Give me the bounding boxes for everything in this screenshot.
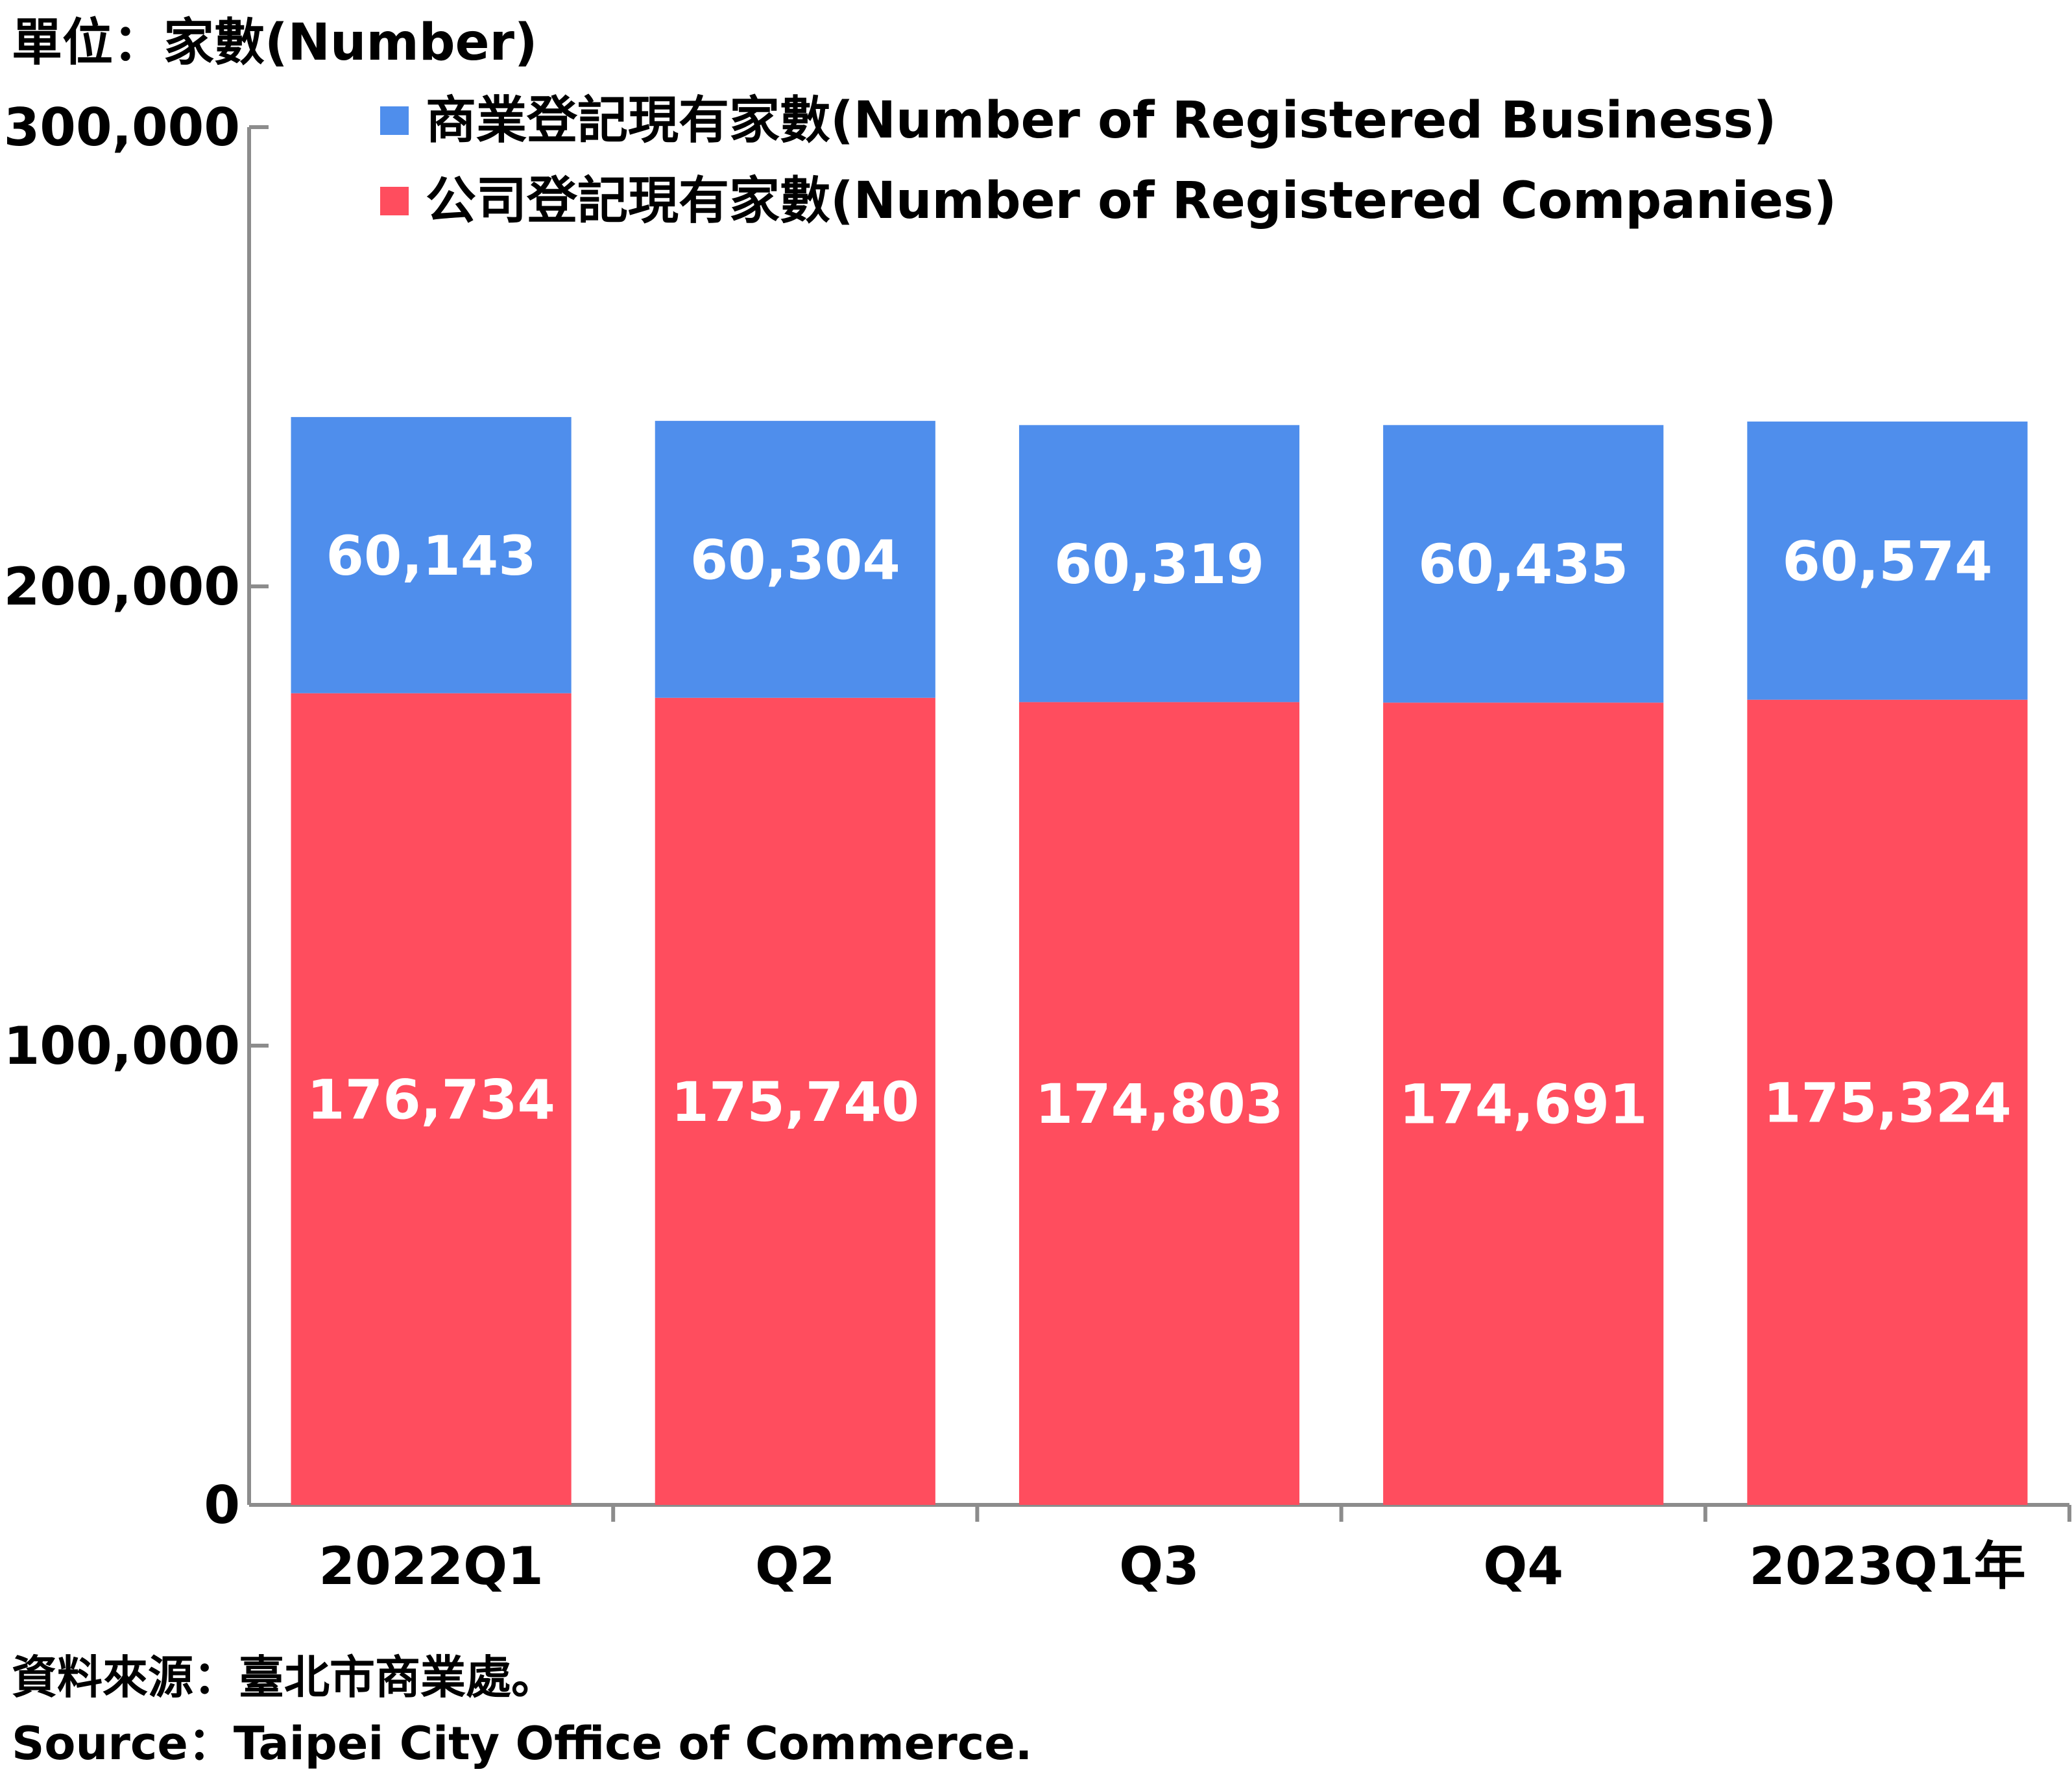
bar-segment bbox=[655, 420, 935, 698]
bar-segment bbox=[1018, 702, 1300, 1505]
legend-swatch bbox=[380, 106, 409, 135]
source-zh: 資料來源：臺北市商業處。 bbox=[12, 1651, 557, 1704]
data-label: 60,143 bbox=[326, 524, 536, 588]
legend: 商業登記現有家數(Number of Registered Business) 公… bbox=[380, 91, 1837, 230]
bar-segment bbox=[291, 416, 572, 693]
data-label: 60,304 bbox=[690, 528, 900, 592]
x-tick-label: Q4 bbox=[1483, 1536, 1563, 1596]
source-en: Source：Taipei City Office of Commerce. bbox=[12, 1717, 1032, 1770]
y-tick-label: 300,000 bbox=[4, 97, 240, 158]
y-tick-label: 100,000 bbox=[4, 1016, 240, 1076]
data-label: 174,691 bbox=[1399, 1073, 1648, 1136]
data-label: 175,324 bbox=[1763, 1071, 2012, 1135]
data-label: 60,319 bbox=[1054, 533, 1264, 596]
bar-segment bbox=[1747, 699, 2028, 1505]
x-tick-label: Q3 bbox=[1119, 1536, 1199, 1596]
data-label: 176,734 bbox=[307, 1068, 555, 1131]
bar-segment bbox=[1018, 425, 1300, 702]
legend-label: 公司登記現有家數(Number of Registered Companies) bbox=[426, 172, 1837, 230]
legend-label: 商業登記現有家數(Number of Registered Business) bbox=[426, 91, 1776, 150]
x-tick-label: 2023Q1年 bbox=[1749, 1536, 2025, 1596]
data-label: 60,435 bbox=[1418, 533, 1628, 596]
bars: 176,734 60,143 175,740 60,304 174,803 60,319 1… bbox=[291, 416, 2028, 1505]
data-label: 60,574 bbox=[1782, 529, 1992, 593]
bar-segment bbox=[1383, 702, 1664, 1505]
data-label: 174,803 bbox=[1035, 1072, 1284, 1136]
unit-label: 單位：家數(Number) bbox=[12, 14, 538, 72]
bar-segment bbox=[655, 697, 935, 1505]
data-label: 175,740 bbox=[671, 1070, 920, 1134]
bar-segment bbox=[1747, 421, 2028, 700]
bar-segment bbox=[1383, 425, 1664, 703]
x-tick-label: 2022Q1 bbox=[319, 1536, 543, 1596]
x-tick-label: Q2 bbox=[755, 1536, 836, 1596]
y-tick-label: 200,000 bbox=[4, 557, 240, 617]
y-tick-label: 0 bbox=[204, 1475, 240, 1535]
legend-swatch bbox=[380, 187, 409, 215]
bar-segment bbox=[291, 693, 572, 1505]
